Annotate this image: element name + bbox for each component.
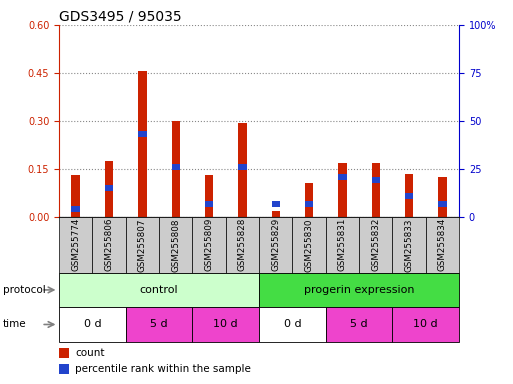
Bar (192, 217, 226, 273)
Text: 5 d: 5 d (350, 319, 368, 329)
Bar (292, 217, 326, 273)
Text: 5 d: 5 d (150, 319, 168, 329)
Bar (205, 201, 213, 207)
Bar (59, 364, 69, 374)
Text: GSM255806: GSM255806 (105, 218, 113, 271)
Text: GSM255829: GSM255829 (271, 218, 280, 271)
Text: GDS3495 / 95035: GDS3495 / 95035 (59, 10, 182, 24)
Text: GSM255831: GSM255831 (338, 218, 347, 271)
Bar (271, 210, 280, 217)
Bar (438, 201, 447, 207)
Bar (392, 307, 459, 342)
Text: time: time (3, 319, 26, 329)
Bar (171, 121, 180, 217)
Bar (305, 201, 313, 207)
Bar (338, 162, 347, 217)
Bar (259, 217, 292, 273)
Text: percentile rank within the sample: percentile rank within the sample (75, 364, 251, 374)
Bar (259, 273, 459, 307)
Bar (326, 217, 359, 273)
Text: protocol: protocol (3, 285, 45, 295)
Bar (71, 175, 80, 217)
Bar (259, 307, 326, 342)
Text: GSM255830: GSM255830 (305, 218, 313, 271)
Bar (59, 307, 126, 342)
Text: GSM255808: GSM255808 (171, 218, 180, 271)
Text: GSM255774: GSM255774 (71, 218, 80, 271)
Bar (171, 164, 180, 170)
Text: 0 d: 0 d (84, 319, 101, 329)
Text: 10 d: 10 d (213, 319, 238, 329)
Bar (59, 217, 92, 273)
Bar (371, 177, 380, 183)
Text: GSM255833: GSM255833 (405, 218, 413, 271)
Bar (192, 307, 259, 342)
Bar (371, 162, 380, 217)
Bar (105, 185, 113, 191)
Text: GSM255807: GSM255807 (138, 218, 147, 271)
Bar (392, 217, 426, 273)
Bar (126, 307, 192, 342)
Text: GSM255832: GSM255832 (371, 218, 380, 271)
Text: 0 d: 0 d (284, 319, 301, 329)
Bar (205, 175, 213, 217)
Text: count: count (75, 348, 105, 358)
Bar (59, 348, 69, 358)
Bar (238, 164, 247, 170)
Bar (326, 307, 392, 342)
Bar (405, 193, 413, 199)
Text: control: control (140, 285, 179, 295)
Bar (159, 217, 192, 273)
Bar (59, 273, 259, 307)
Bar (138, 71, 147, 217)
Bar (92, 217, 126, 273)
Bar (359, 217, 392, 273)
Bar (271, 201, 280, 207)
Text: GSM255834: GSM255834 (438, 218, 447, 271)
Text: GSM255809: GSM255809 (205, 218, 213, 271)
Bar (126, 217, 159, 273)
Text: progerin expression: progerin expression (304, 285, 415, 295)
Bar (438, 177, 447, 217)
Bar (426, 217, 459, 273)
Bar (138, 131, 147, 137)
Bar (405, 174, 413, 217)
Bar (105, 161, 113, 217)
Text: GSM255828: GSM255828 (238, 218, 247, 271)
Bar (226, 217, 259, 273)
Bar (338, 174, 347, 180)
Bar (71, 206, 80, 212)
Bar (305, 184, 313, 217)
Text: 10 d: 10 d (413, 319, 438, 329)
Bar (238, 122, 247, 217)
